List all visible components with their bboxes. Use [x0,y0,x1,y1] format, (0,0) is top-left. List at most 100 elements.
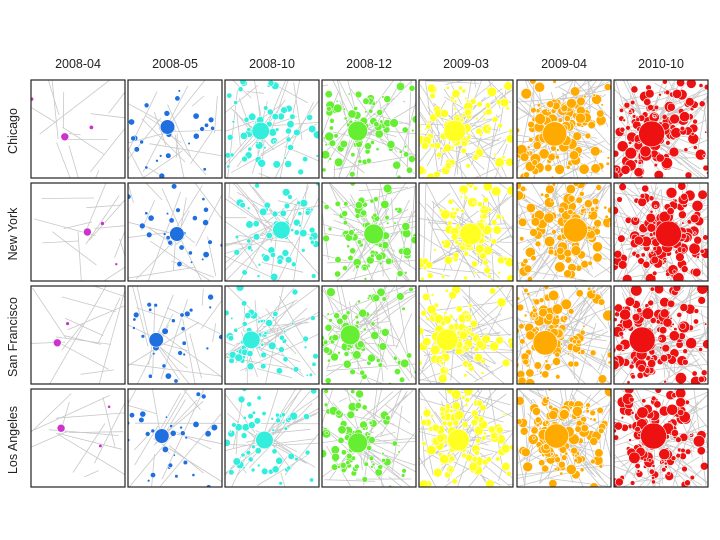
network-node [463,108,472,117]
network-node [383,95,392,103]
network-node [343,116,348,121]
network-node [408,84,416,92]
network-edge [363,447,416,466]
network-node [270,416,275,421]
network-node [326,312,330,316]
network-node [592,252,603,263]
network-edge [142,150,183,178]
network-node [260,351,268,359]
panel-0-1 [127,79,223,179]
network-edge [395,99,416,176]
network-node [247,146,253,152]
network-node [129,412,136,419]
network-edge [517,210,523,226]
network-edge [419,367,432,384]
network-node [324,142,328,147]
network-node [380,200,390,210]
network-node [419,165,426,175]
network-node [144,211,149,216]
network-node [559,471,564,476]
panel-frame [418,285,514,385]
network-node [248,421,256,429]
panel-frame [30,79,126,179]
network-node [315,183,319,187]
network-node [505,157,513,167]
network-node [534,416,542,424]
network-node [674,372,687,384]
network-edge [461,445,512,487]
network-node [283,202,291,210]
network-node [648,195,655,202]
network-node [100,221,105,226]
network-node [202,219,209,226]
network-node [302,156,309,163]
network-node [433,142,442,150]
network-node [436,151,443,159]
network-node [447,467,453,473]
network-node [343,351,350,357]
network-node [518,323,525,330]
network-node [661,467,667,473]
network-node [526,292,531,297]
network-node [315,154,319,158]
network-node [463,275,468,281]
network-node [650,395,657,402]
network-node [453,99,458,104]
network-node [702,164,708,172]
network-node [665,140,671,146]
network-node [614,421,623,431]
network-node [460,147,467,154]
network-node [187,141,191,146]
panel-0-6 [613,79,709,179]
network-node [269,251,276,258]
network-node [500,215,505,220]
network-node [303,413,310,420]
network-edge [443,96,467,111]
network-edge [132,286,149,347]
network-node [309,239,315,245]
network-node [565,463,577,475]
network-node [614,477,624,487]
network-node [180,326,186,332]
network-node [239,201,246,209]
network-edge [258,311,319,348]
network-node [529,228,538,237]
network-node [492,225,502,235]
network-edge [163,399,186,436]
panel-frame [418,388,514,488]
network-node [692,435,706,448]
network-edge [322,138,365,174]
network-node [628,363,635,370]
network-node [430,414,435,418]
network-node [493,152,497,157]
network-node [407,154,416,163]
network-edge [61,343,109,370]
network-node [331,463,339,471]
network-node [281,420,286,425]
network-edge [261,262,304,273]
network-node [370,465,374,469]
network-node [171,183,178,190]
network-node [239,131,248,140]
network-node [681,221,685,225]
network-node [680,265,689,273]
network-edge [225,120,255,132]
network-node [548,479,558,487]
network-node [683,147,689,153]
network-node [327,358,331,363]
network-node [670,428,679,437]
network-edge [500,165,507,178]
network-node [233,100,239,105]
hub-node [542,121,568,147]
network-node [233,249,241,256]
network-node [322,449,328,459]
network-edge [459,248,483,264]
network-node [234,353,243,362]
network-node [177,350,183,356]
panel-2-2 [224,285,320,385]
network-node [590,206,596,212]
network-node [283,329,287,334]
network-node [663,461,668,466]
network-edge [68,133,81,136]
network-node [503,81,513,91]
